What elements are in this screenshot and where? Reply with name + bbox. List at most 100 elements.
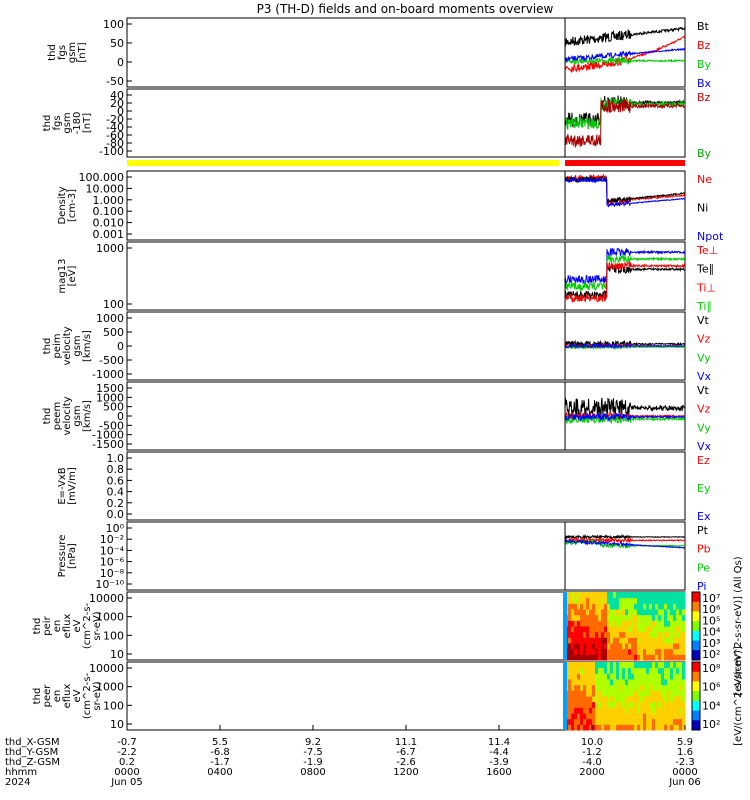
spectrogram-cell — [589, 592, 593, 599]
spectrogram-cell — [604, 637, 608, 644]
spectrogram-cell — [586, 718, 590, 725]
spectrogram-cell — [601, 620, 605, 627]
spectrogram-cell — [583, 654, 587, 661]
spectrogram-cell — [652, 597, 656, 604]
spectrogram-cell — [571, 609, 575, 616]
spectrogram-cell — [643, 620, 647, 627]
spectrogram-cell — [625, 637, 629, 644]
spectrogram-cell — [664, 626, 668, 633]
spectrogram-cell — [652, 707, 656, 714]
spectrogram-cell — [640, 690, 644, 697]
colorbar-segment — [692, 601, 700, 612]
y-tick-label: 0 — [117, 410, 124, 423]
y-axis-label: gsm — [72, 335, 83, 356]
spectrogram-cell — [679, 603, 683, 610]
spectrogram-cell — [628, 684, 632, 691]
spectrogram-cell — [607, 696, 611, 703]
spectrogram-cell — [649, 690, 653, 697]
legend-entry: Vy — [697, 351, 711, 364]
spectrogram-cell — [616, 679, 620, 686]
spectrogram-cell — [589, 654, 593, 661]
spectrogram-cell — [664, 724, 668, 731]
spectrogram-cell — [577, 626, 581, 633]
legend-entry: Bz — [697, 91, 711, 104]
data-line-1 — [564, 254, 686, 291]
spectrogram-cell — [628, 609, 632, 616]
y-tick-label: 0.010 — [93, 217, 125, 230]
spectrogram-cell — [568, 684, 572, 691]
spectrogram-cell — [667, 592, 671, 599]
spectrogram-cell — [670, 637, 674, 644]
spectrogram-cell — [607, 626, 611, 633]
spectrogram-cell — [634, 673, 638, 680]
spectrogram-cell — [679, 724, 683, 731]
spectrogram-cell — [670, 648, 674, 655]
spectrogram-cell — [673, 673, 677, 680]
spectrogram-cell — [571, 667, 575, 674]
spectrogram-cell — [628, 603, 632, 610]
y-axis-label: peer — [42, 684, 53, 708]
spectrogram-cell — [670, 631, 674, 638]
spectrogram-cell — [580, 603, 584, 610]
y-axis-label: [nT] — [82, 113, 93, 133]
y-tick-label: 0.0 — [107, 508, 125, 521]
colorbar-tick-label: 10⁷ — [702, 592, 720, 605]
spectrogram-cell — [652, 667, 656, 674]
spectrogram-cell — [598, 696, 602, 703]
spectrogram-cell — [598, 620, 602, 627]
spectrogram-cell — [655, 631, 659, 638]
spectrogram-cell — [616, 713, 620, 720]
spectrogram-cell — [619, 718, 623, 725]
x-tick-label: 1200 — [393, 767, 418, 778]
spectrogram-cell — [571, 707, 575, 714]
spectrogram-cell — [580, 648, 584, 655]
spectrogram-cell — [664, 643, 668, 650]
y-axis-label: gsm — [62, 112, 73, 133]
spectrogram-cell — [643, 696, 647, 703]
legend-entry: Vz — [697, 403, 711, 416]
spectrogram-cell — [637, 626, 641, 633]
spectrogram-cell — [646, 609, 650, 616]
spectrogram-cell — [628, 597, 632, 604]
spectrogram-cell — [649, 696, 653, 703]
y-tick-label: 0.8 — [107, 463, 125, 476]
figure-title: P3 (TH-D) fields and on-board moments ov… — [257, 2, 554, 16]
spectrogram-cell — [616, 673, 620, 680]
spectrogram-cell — [613, 718, 617, 725]
spectrogram-cell — [568, 724, 572, 731]
x-tick-label: 0000 — [672, 767, 697, 778]
y-tick-label: 50 — [110, 37, 124, 50]
spectrogram-cell — [643, 592, 647, 599]
spectrogram-cell — [670, 609, 674, 616]
y-tick-label: -500 — [99, 419, 124, 432]
spectrogram-cell — [607, 603, 611, 610]
spectrogram-cell — [649, 701, 653, 708]
spectrogram-cell — [661, 684, 665, 691]
colorbar-tick-label: 10⁴ — [702, 699, 721, 712]
spectrogram-cell — [661, 673, 665, 680]
spectrogram-cell — [673, 643, 677, 650]
spectrogram-cell — [601, 707, 605, 714]
spectrogram-cell — [670, 707, 674, 714]
spectrogram-cell — [598, 614, 602, 621]
data-line-0 — [564, 26, 686, 47]
spectrogram-cell — [607, 724, 611, 731]
spectrogram-cell — [580, 643, 584, 650]
spectrogram-cell — [643, 690, 647, 697]
spectrogram-cell — [571, 592, 575, 599]
spectrogram-cell — [655, 654, 659, 661]
spectrogram-cell — [682, 718, 686, 725]
spectrogram-cell — [607, 592, 611, 599]
spectrogram-cell — [610, 626, 614, 633]
spectrogram-cell — [652, 648, 656, 655]
colorbar-segment — [692, 592, 700, 603]
spectrogram-cell — [568, 609, 572, 616]
spectrogram-cell — [577, 713, 581, 720]
spectrogram-cell — [637, 620, 641, 627]
spectrogram-cell — [571, 684, 575, 691]
spectrogram-cell — [595, 609, 599, 616]
y-tick-label: 1.0 — [107, 452, 125, 465]
spectrogram-cell — [637, 696, 641, 703]
panel-frame — [126, 451, 686, 521]
spectrogram-cell — [679, 690, 683, 697]
